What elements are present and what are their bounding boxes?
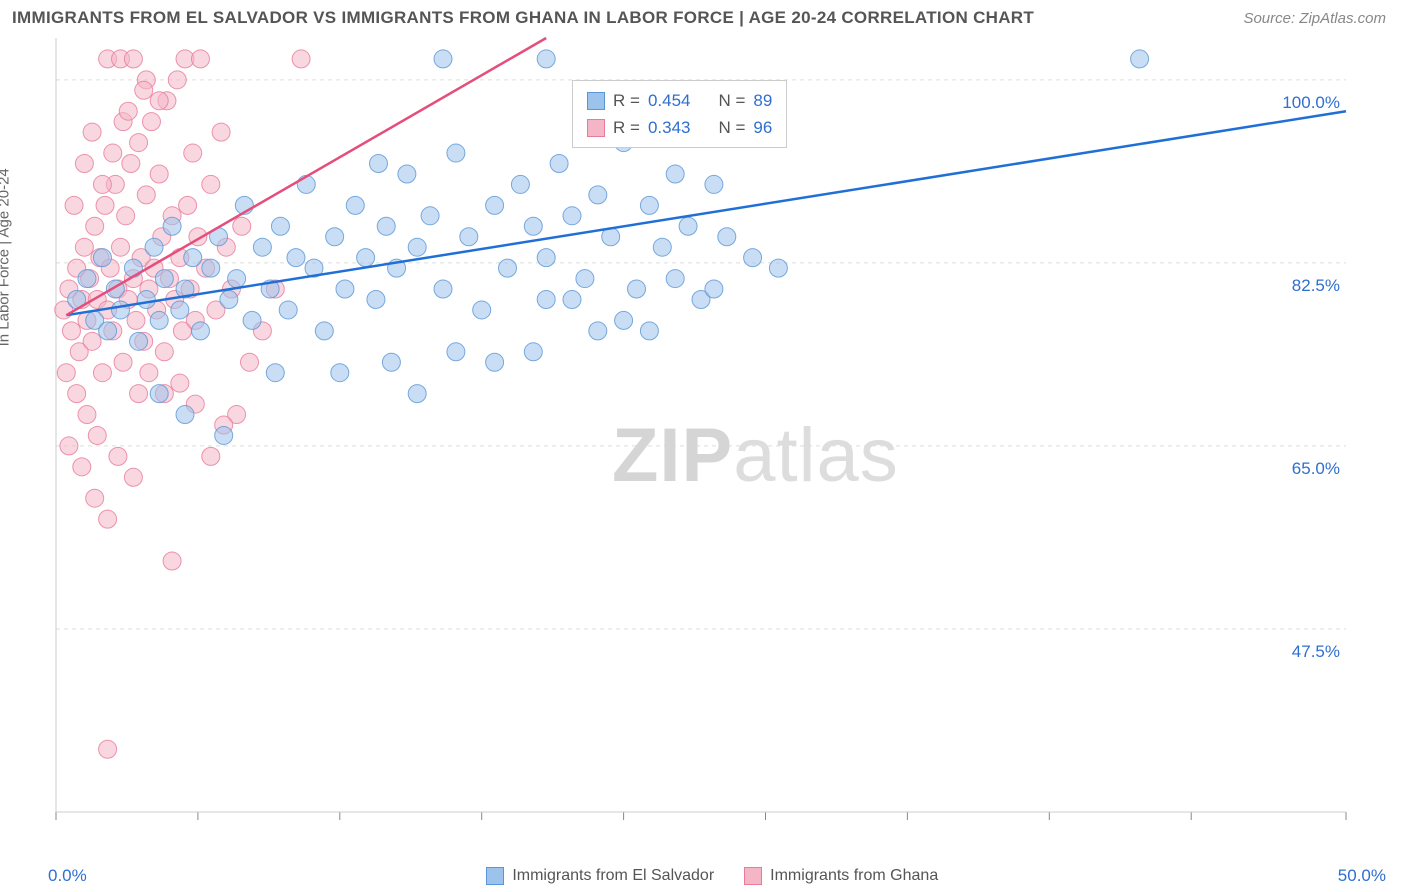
stat-n-label: N = <box>718 114 745 141</box>
stats-legend-box: R = 0.454 N = 89 R = 0.343 N = 96 <box>572 80 787 148</box>
stat-n-value: 89 <box>753 87 772 114</box>
legend-item: Immigrants from Ghana <box>744 867 938 885</box>
stat-r-label: R = <box>613 114 640 141</box>
svg-text:65.0%: 65.0% <box>1292 459 1340 478</box>
source-attribution: Source: ZipAtlas.com <box>1243 10 1386 27</box>
stats-row: R = 0.343 N = 96 <box>587 114 772 141</box>
stat-r-value: 0.454 <box>648 87 691 114</box>
series-swatch <box>587 92 605 110</box>
footer: 0.0% Immigrants from El SalvadorImmigran… <box>0 866 1406 886</box>
svg-text:47.5%: 47.5% <box>1292 642 1340 661</box>
legend-swatch <box>486 867 504 885</box>
y-axis-label: In Labor Force | Age 20-24 <box>0 168 13 346</box>
legend-item: Immigrants from El Salvador <box>486 867 714 885</box>
chart-area: In Labor Force | Age 20-24 47.5%65.0%82.… <box>12 32 1394 822</box>
legend-bottom: Immigrants from El Salvador Immigrants fr… <box>486 867 938 885</box>
svg-text:82.5%: 82.5% <box>1292 276 1340 295</box>
scatter-chart: 47.5% 65.0% 82.5% 100.0% <box>12 32 1352 822</box>
stat-r-label: R = <box>613 87 640 114</box>
x-axis-max-label: 50.0% <box>1338 866 1386 886</box>
stat-n-value: 96 <box>753 114 772 141</box>
x-axis-min-label: 0.0% <box>48 866 87 886</box>
stat-n-label: N = <box>718 87 745 114</box>
legend-swatch <box>744 867 762 885</box>
stat-r-value: 0.343 <box>648 114 691 141</box>
header: IMMIGRANTS FROM EL SALVADOR VS IMMIGRANT… <box>0 0 1406 32</box>
stats-row: R = 0.454 N = 89 <box>587 87 772 114</box>
svg-text:100.0%: 100.0% <box>1282 93 1340 112</box>
series-swatch <box>587 119 605 137</box>
chart-title: IMMIGRANTS FROM EL SALVADOR VS IMMIGRANT… <box>12 8 1034 28</box>
legend-label: Immigrants from El Salvador <box>512 867 714 885</box>
legend-label: Immigrants from Ghana <box>770 867 938 885</box>
